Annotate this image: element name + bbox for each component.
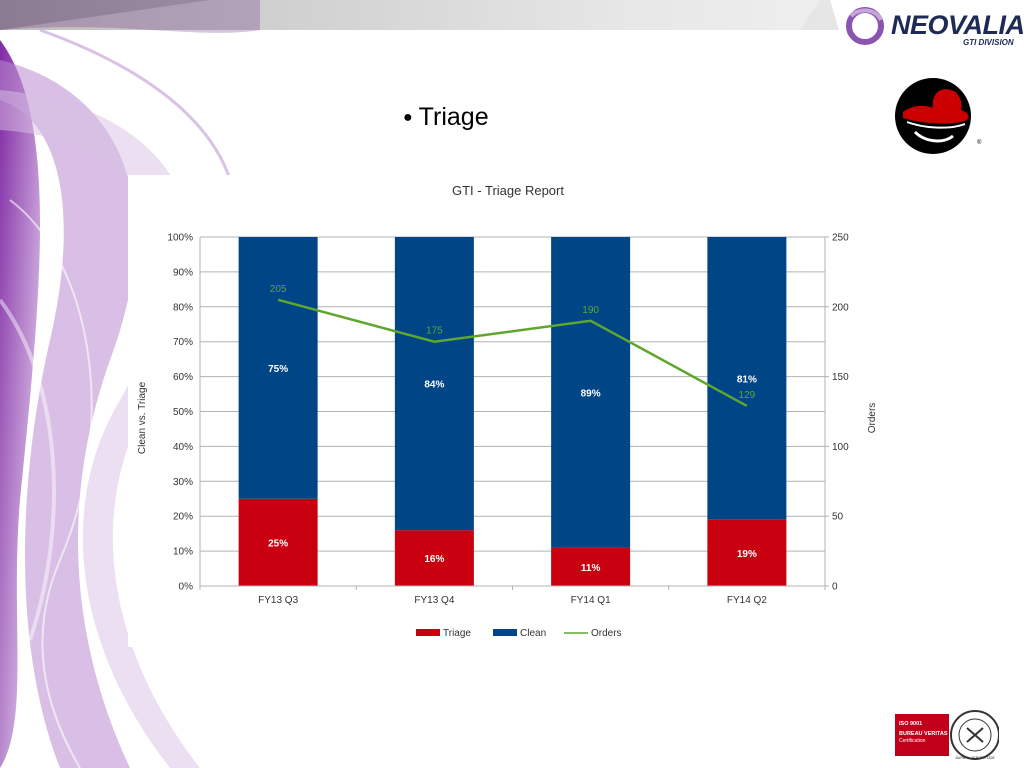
chart-axes: 0% 10% 20% 30% 40% 50% 60% 70% 80% 90% 100% 0 50 100 1… [167, 233, 849, 607]
y-tick-label: 80% [173, 302, 193, 313]
bar-label-clean: 89% [581, 388, 601, 399]
legend-label-clean: Clean [520, 628, 546, 639]
neovalia-division-text: GTI DIVISION [963, 38, 1014, 47]
bureau-veritas-certification-badge: ISO 9001 BUREAU VERITAS Certification BU… [895, 710, 999, 760]
cert-line-1: ISO 9001 [899, 721, 922, 727]
y-tick-label: 40% [173, 442, 193, 453]
bar-triage [238, 498, 318, 586]
y2-tick-label: 50 [832, 512, 844, 523]
cert-seal-text: BUREAU VERITAS 1828 [955, 756, 994, 760]
chart-title: GTI - Triage Report [452, 183, 564, 198]
y2-tick-label: 0 [832, 582, 838, 593]
slide-bullet: ● Triage [403, 103, 489, 132]
bar-label-clean: 84% [424, 380, 444, 391]
x-tick-label: FY13 Q4 [414, 595, 454, 606]
triage-report-chart: GTI - Triage Report 25% 75% 16% 84% 11% 89% 19… [128, 175, 890, 647]
chart-bar-labels: 25% 75% 16% 84% 11% 89% 19% 81% [268, 364, 757, 574]
y-tick-label: 50% [173, 407, 193, 418]
orders-data-label: 190 [582, 305, 599, 316]
y-tick-label: 0% [179, 582, 194, 593]
neovalia-logo-text: NEOVALIA [891, 10, 1024, 40]
legend-swatch-triage [416, 629, 440, 636]
svg-text:®: ® [977, 139, 982, 146]
y-tick-label: 20% [173, 512, 193, 523]
y-tick-label: 70% [173, 337, 193, 348]
y-axis-title: Clean vs. Triage [137, 381, 148, 454]
bar-label-triage: 25% [268, 538, 288, 549]
cert-line-3: Certification [899, 738, 926, 744]
red-hat-logo: ® [895, 78, 982, 154]
y2-tick-label: 200 [832, 302, 849, 313]
y-tick-label: 30% [173, 477, 193, 488]
cert-line-2: BUREAU VERITAS [899, 731, 948, 737]
y2-tick-label: 100 [832, 442, 849, 453]
cert-red-panel [895, 714, 949, 756]
y-tick-label: 100% [167, 233, 193, 244]
x-tick-label: FY14 Q1 [571, 595, 611, 606]
chart-bars [238, 237, 787, 586]
y2-tick-label: 250 [832, 233, 849, 244]
bar-label-clean: 81% [737, 374, 757, 385]
bar-clean [707, 237, 787, 520]
y2-tick-label: 150 [832, 372, 849, 383]
bar-clean [394, 237, 474, 531]
y2-axis-title: Orders [867, 403, 878, 434]
x-tick-label: FY14 Q2 [727, 595, 767, 606]
bar-label-triage: 19% [737, 549, 757, 560]
neovalia-logo: NEOVALIA GTI DIVISION [845, 6, 1024, 50]
legend-label-orders: Orders [591, 628, 622, 639]
bar-clean [238, 237, 318, 499]
neovalia-logo-icon [846, 7, 884, 45]
y-tick-label: 10% [173, 547, 193, 558]
bar-label-triage: 11% [581, 563, 601, 574]
y-tick-label: 60% [173, 372, 193, 383]
y-tick-label: 90% [173, 267, 193, 278]
orders-data-label: 205 [270, 284, 287, 295]
orders-line-series: 205 175 190 129 [270, 284, 756, 408]
legend-label-triage: Triage [443, 628, 471, 639]
bullet-text: Triage [418, 103, 489, 131]
bar-triage [394, 530, 474, 586]
bar-label-triage: 16% [424, 554, 444, 565]
bar-label-clean: 75% [268, 364, 288, 375]
orders-data-label: 175 [426, 326, 443, 337]
bar-clean [551, 237, 631, 548]
bar-triage [551, 547, 631, 586]
chart-legend: Triage Clean Orders [416, 628, 622, 639]
orders-line [277, 298, 748, 408]
legend-swatch-clean [493, 629, 517, 636]
orders-data-label: 129 [739, 390, 756, 401]
bar-triage [707, 519, 787, 586]
bullet-dot-icon: ● [403, 109, 413, 126]
x-tick-label: FY13 Q3 [258, 595, 298, 606]
